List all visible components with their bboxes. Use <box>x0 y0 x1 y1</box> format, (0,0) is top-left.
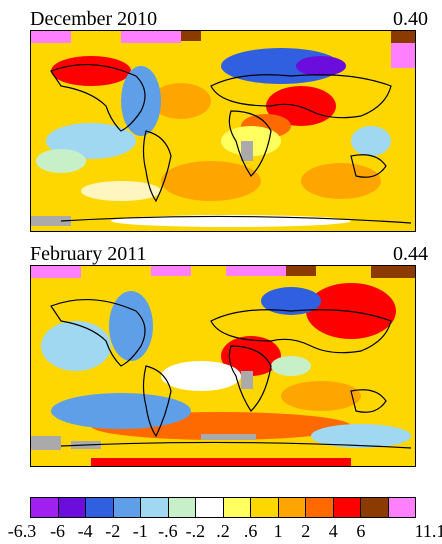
legend-tick-label: -2 <box>105 521 121 541</box>
legend-swatch <box>31 498 59 517</box>
legend-swatch <box>251 498 279 517</box>
legend-swatch <box>86 498 114 517</box>
legend-tick-label: .2 <box>216 521 230 541</box>
panel-2-month: February 2011 <box>30 243 147 265</box>
legend-tick-label: 4 <box>328 521 338 541</box>
legend-swatch <box>278 498 306 517</box>
legend-tick-label: -4 <box>77 521 93 541</box>
legend-tick-label: 1 <box>273 521 283 541</box>
legend-swatch <box>196 498 224 517</box>
legend-swatch <box>333 498 361 517</box>
legend-swatch <box>306 498 334 517</box>
legend-tick-label: -.2 <box>185 521 206 541</box>
panel-1-map <box>30 30 416 232</box>
legend-swatch <box>361 498 389 517</box>
legend-tick-label: 11.1 <box>414 521 442 541</box>
color-scale-bar <box>30 497 416 518</box>
legend-tick-label: -.6 <box>158 521 178 541</box>
legend-swatch <box>113 498 141 517</box>
panel-1-month: December 2010 <box>30 8 158 30</box>
legend-swatch <box>223 498 251 517</box>
panel-1-value: 0.40 <box>393 8 428 30</box>
legend-tick-label: -1 <box>132 521 148 541</box>
panel-2-map <box>30 265 416 467</box>
legend-tick-label: .6 <box>243 521 258 541</box>
legend-swatch <box>168 498 196 517</box>
panel-2-anomaly-field <box>31 266 415 466</box>
legend-swatch <box>58 498 86 517</box>
legend-tick-label: 2 <box>301 521 311 541</box>
color-scale-labels: -6.3 -6 -4 -2 -1 -.6 -.2 .2 .6 1 2 4 6 11.1 <box>0 522 442 542</box>
legend-swatch <box>388 498 415 517</box>
panel-1-anomaly-field <box>31 31 415 231</box>
legend-swatch <box>141 498 169 517</box>
legend-tick-label: -6 <box>50 521 66 541</box>
panel-2-value: 0.44 <box>393 243 428 265</box>
legend-tick-label: -6.3 <box>7 521 37 541</box>
legend-tick-label: 6 <box>356 521 366 541</box>
